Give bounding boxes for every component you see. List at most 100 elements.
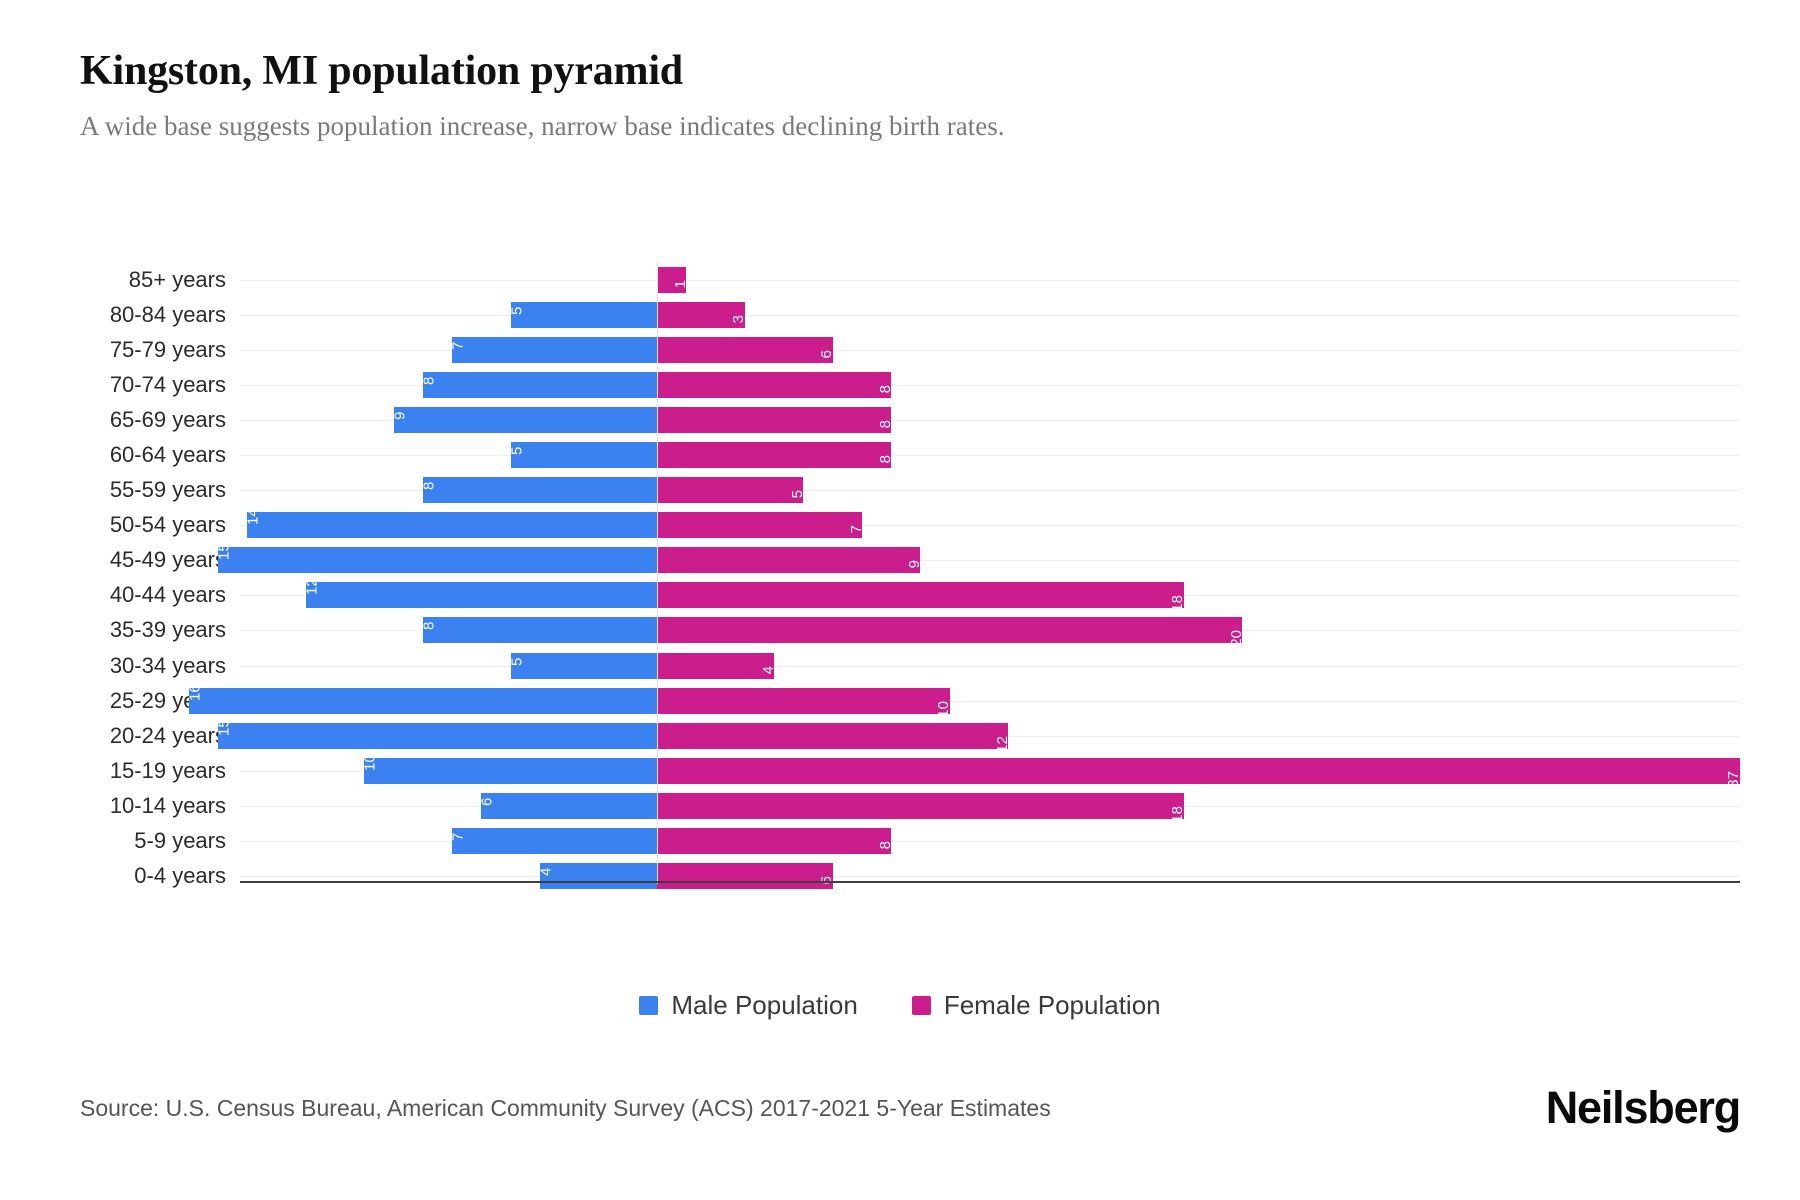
row-track: 15 9 <box>215 543 1740 578</box>
bar-female[interactable]: 18 <box>657 792 1186 823</box>
bar-male[interactable]: 15 <box>215 543 657 574</box>
bar-female[interactable]: 8 <box>657 442 894 469</box>
bar-female[interactable]: 6 <box>657 863 835 890</box>
age-group-label: 35-39 years <box>109 617 226 643</box>
bar-value-male: 4 <box>537 867 555 877</box>
bar-value-male: 8 <box>420 622 438 631</box>
table-row: 10-14 years 6 18 <box>80 788 1740 823</box>
age-group-label: 30-34 years <box>109 652 226 678</box>
bar-value-female: 6 <box>818 349 836 359</box>
bar-female[interactable]: 7 <box>657 512 865 539</box>
table-row: 45-49 years 15 9 <box>80 543 1740 578</box>
bar-value-female: 37 <box>1725 770 1743 788</box>
bar-male[interactable]: 5 <box>508 442 657 469</box>
age-group-label: 15-19 years <box>109 757 226 783</box>
bar-value-male: 15 <box>215 543 233 561</box>
legend-label-female: Female Population <box>943 990 1161 1020</box>
legend-item-female[interactable]: Female Population <box>911 990 1161 1021</box>
bar-value-female: 18 <box>1169 595 1187 613</box>
bar-value-male: 5 <box>508 657 526 666</box>
center-axis-line <box>657 262 658 884</box>
row-track: 16 10 <box>186 683 1740 718</box>
bar-male[interactable]: 14 <box>244 508 657 539</box>
bar-male[interactable]: 16 <box>186 684 657 714</box>
legend-swatch-female-icon <box>911 996 931 1015</box>
row-track: 12 18 <box>240 578 1740 613</box>
bar-male[interactable]: 7 <box>449 336 657 363</box>
row-track: 6 18 <box>240 788 1740 823</box>
bar-female[interactable]: 1 <box>657 266 689 293</box>
gridline <box>240 700 1740 702</box>
bar-male[interactable]: 4 <box>537 863 657 890</box>
row-track: 14 7 <box>240 508 1740 543</box>
bar-value-male: 7 <box>449 341 467 350</box>
x-axis-baseline <box>240 881 1740 883</box>
table-row: 80-84 years 5 3 <box>80 297 1740 332</box>
table-row: 30-34 years 5 4 <box>80 648 1740 683</box>
bar-female[interactable]: 5 <box>657 477 806 504</box>
bar-value-female: 7 <box>847 525 865 534</box>
table-row: 0-4 years46 <box>80 859 1740 894</box>
chart-legend: Male Population Female Population <box>0 990 1800 1021</box>
bar-male[interactable]: 8 <box>420 617 657 644</box>
table-row: 20-24 years 15 12 <box>80 718 1740 753</box>
bar-male[interactable]: 9 <box>391 406 657 433</box>
bar-female[interactable]: 12 <box>657 722 1011 752</box>
bar-value-male: 16 <box>186 683 204 701</box>
gridline <box>240 384 1740 386</box>
bar-value-female: 8 <box>876 455 894 464</box>
bar-value-male: 7 <box>449 832 467 842</box>
age-group-label: 5-9 years <box>134 828 226 854</box>
bar-female[interactable]: 8 <box>657 406 894 433</box>
bar-value-female: 4 <box>759 665 777 674</box>
bar-female[interactable]: 8 <box>657 828 894 855</box>
age-group-label: 55-59 years <box>109 477 226 503</box>
bar-value-male: 14 <box>244 508 262 526</box>
bar-male[interactable]: 5 <box>508 301 657 328</box>
chart-footer: Source: U.S. Census Bureau, American Com… <box>80 1082 1741 1134</box>
bar-male[interactable]: 8 <box>420 371 657 398</box>
bar-male[interactable]: 6 <box>479 792 657 819</box>
bar-female[interactable]: 18 <box>657 582 1186 612</box>
bar-value-female: 18 <box>1169 805 1187 823</box>
table-row: 75-79 years 7 6 <box>80 332 1740 367</box>
bar-male[interactable]: 5 <box>508 652 657 679</box>
bar-male[interactable]: 15 <box>215 719 657 749</box>
table-row: 15-19 years 10 37 <box>80 753 1743 788</box>
bar-value-female: 5 <box>788 490 806 499</box>
bar-male[interactable]: 7 <box>449 828 657 855</box>
table-row: 35-39 years 8 20 <box>80 613 1740 648</box>
age-group-label: 70-74 years <box>109 371 226 397</box>
bar-female[interactable]: 3 <box>657 301 748 328</box>
gridline <box>240 455 1740 457</box>
gridline <box>240 314 1740 316</box>
bar-female[interactable]: 20 <box>657 617 1245 647</box>
bar-female[interactable]: 8 <box>657 371 894 398</box>
bar-female[interactable]: 6 <box>657 336 836 363</box>
table-row: 85+ years 1 <box>80 262 1740 297</box>
bar-female[interactable]: 9 <box>657 547 923 574</box>
bar-value-female: 8 <box>876 384 894 394</box>
legend-item-male[interactable]: Male Population <box>639 990 858 1021</box>
bar-female[interactable]: 37 <box>657 757 1743 788</box>
row-track: 10 37 <box>240 753 1743 788</box>
gridline <box>240 279 1740 281</box>
legend-swatch-male-icon <box>639 996 659 1015</box>
bar-male[interactable]: 8 <box>420 477 657 504</box>
row-track: 8 20 <box>240 613 1740 648</box>
page-title: Kingston, MI population pyramid <box>80 48 683 94</box>
bar-value-female: 3 <box>730 314 748 323</box>
gridline <box>240 876 1740 878</box>
bar-value-female: 9 <box>905 560 923 569</box>
bar-male[interactable]: 10 <box>362 754 657 784</box>
bar-female[interactable]: 10 <box>657 687 952 717</box>
bar-value-female: 8 <box>876 419 894 429</box>
row-track: 15 12 <box>215 718 1740 753</box>
age-group-label: 60-64 years <box>109 442 226 468</box>
bar-male[interactable]: 12 <box>303 579 657 609</box>
bar-female[interactable]: 4 <box>657 652 777 679</box>
gridline <box>240 419 1740 421</box>
row-track: 46 <box>240 859 1740 894</box>
